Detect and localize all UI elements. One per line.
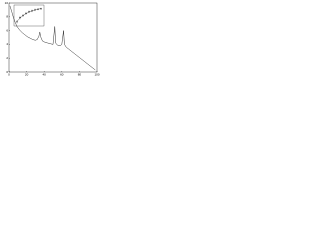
y-tick-label: 10 (5, 1, 9, 5)
data-point (25, 12, 27, 14)
inset-frame (13, 4, 45, 27)
data-point (37, 8, 39, 10)
y-tick-label: 4 (6, 42, 8, 46)
page: {"chart_data": [ {"type": "line", "x": [… (0, 0, 100, 82)
x-tick-label: 40 (43, 72, 47, 76)
x-tick-label: 0 (8, 72, 10, 76)
plot-frame (8, 2, 98, 73)
x-tick-label: 100 (94, 72, 99, 76)
y-tick-label: 6 (6, 28, 8, 32)
data-point (28, 11, 30, 13)
data-point (22, 14, 24, 17)
y-tick-label: 0 (6, 70, 8, 74)
spectrum-line (9, 5, 96, 71)
data-point (40, 8, 42, 10)
data-point (31, 10, 33, 12)
data-point (16, 21, 18, 23)
y-tick-label: 2 (6, 56, 8, 60)
x-tick-label: 80 (78, 72, 82, 76)
data-point (19, 17, 21, 19)
x-tick-label: 60 (60, 72, 64, 76)
x-tick-label: 20 (25, 72, 29, 76)
y-tick-label: 8 (6, 15, 8, 19)
data-point (34, 9, 36, 11)
